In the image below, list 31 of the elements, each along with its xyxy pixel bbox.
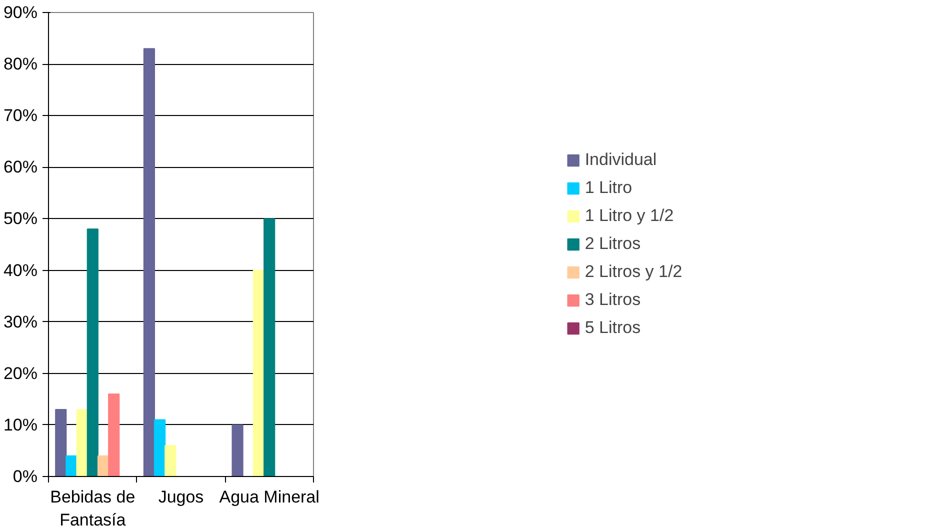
x-tick-label: Agua Mineral [219,488,320,506]
bar [108,394,120,476]
y-tick-label: 50% [3,209,38,228]
y-tick-label: 60% [3,158,38,177]
y-tick-label: 10% [3,415,38,434]
bar [164,445,176,476]
y-tick-label: 30% [3,312,38,332]
bar [232,424,244,476]
legend-label: 5 Litros [584,318,641,338]
legend-label: Individual [584,150,657,170]
legend-label: 2 Litros y 1/2 [584,262,682,282]
legend-label: 2 Litros [584,234,641,254]
y-tick-label: 90% [3,3,38,22]
legend-label: 1 Litro y 1/2 [584,206,674,226]
y-tick-label: 40% [3,260,38,280]
bar [252,270,265,476]
y-tick-label: 0% [12,467,38,486]
bar [154,419,166,476]
bar [55,408,67,476]
bar [143,48,155,476]
bar [264,218,276,476]
x-tick-label: Bebidas de Fantasía [50,488,136,530]
x-tick-label: Jugos [158,488,204,506]
y-tick-label: 20% [3,364,38,383]
y-tick-label: 80% [3,54,38,74]
legend-label: 1 Litro [584,178,632,198]
bar [86,228,98,476]
y-tick-label: 70% [3,106,38,126]
bar [66,455,78,476]
legend-label: 3 Litros [584,290,641,310]
bar [76,408,88,476]
